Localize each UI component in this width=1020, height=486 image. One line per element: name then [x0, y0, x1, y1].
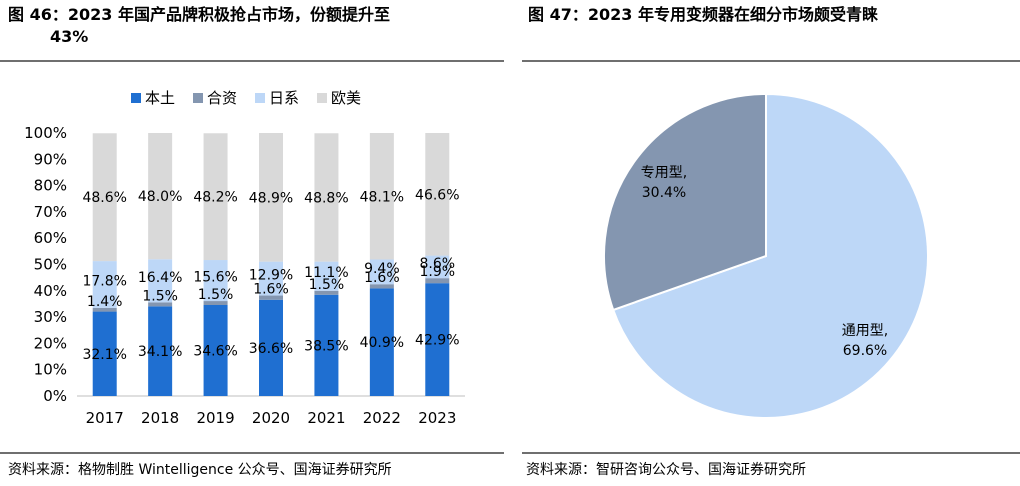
- legend-label: 本土: [145, 89, 175, 107]
- bar-segment-本土: [92, 311, 117, 396]
- data-label-日系: 15.6%: [193, 270, 237, 286]
- data-label-本土: 32.1%: [82, 347, 126, 363]
- bar-segment-本土: [259, 299, 283, 396]
- data-label-合资: 1.5%: [309, 277, 345, 293]
- x-tick-label: 2020: [252, 409, 290, 427]
- right-bottom-rule: [522, 452, 1020, 454]
- left-top-rule: [0, 60, 504, 62]
- left-figure-title-line1: 图 46：2023 年国产品牌积极抢占市场，份额提升至: [8, 5, 390, 24]
- bar-segment-本土: [203, 305, 228, 396]
- bar-segment-日系: [369, 259, 394, 285]
- y-tick-label: 90%: [34, 150, 67, 168]
- y-tick-label: 70%: [34, 203, 67, 221]
- data-label-本土: 34.1%: [138, 344, 182, 360]
- left-source-note: 资料来源：格物制胜 Wintelligence 公众号、国海证券研究所: [8, 462, 392, 478]
- pie-slice-专用型: [603, 92, 767, 312]
- right-source-note: 资料来源：智研咨询公众号、国海证券研究所: [526, 462, 806, 478]
- bar-segment-本土: [314, 294, 339, 396]
- data-label-本土: 40.9%: [360, 335, 404, 351]
- y-tick-label: 100%: [24, 124, 67, 142]
- bar-segment-合资: [425, 278, 450, 284]
- data-label-欧美: 48.9%: [249, 190, 293, 206]
- bar-segment-合资: [148, 302, 173, 307]
- x-tick-label: 2017: [86, 409, 124, 427]
- bar-segment-合资: [314, 290, 339, 295]
- bar-segment-欧美: [314, 133, 339, 262]
- data-label-合资: 1.5%: [198, 287, 234, 303]
- data-label-日系: 12.9%: [249, 268, 293, 284]
- data-label-合资: 1.6%: [364, 270, 400, 286]
- bar-segment-欧美: [425, 133, 450, 256]
- x-tick-label: 2023: [418, 409, 456, 427]
- data-label-日系: 17.8%: [82, 273, 126, 289]
- stacked-bar-chart: 0% 10% 20% 30% 40% 50% 60% 70% 80% 90% 100% 2017 201…: [24, 89, 465, 427]
- bar-segment-日系: [203, 260, 228, 302]
- legend-swatch-日系: [255, 93, 265, 103]
- bar-segment-本土: [148, 306, 173, 396]
- data-label-日系: 9.4%: [364, 261, 400, 277]
- data-label-欧美: 48.8%: [304, 190, 348, 206]
- bar-segment-日系: [92, 261, 117, 308]
- left-bottom-rule: [0, 452, 504, 454]
- bar-segment-合资: [259, 295, 283, 300]
- data-label-欧美: 48.6%: [82, 190, 126, 206]
- data-label-欧美: 46.6%: [415, 187, 459, 203]
- data-label-日系: 11.1%: [304, 265, 348, 281]
- y-tick-label: 0%: [43, 387, 67, 405]
- data-label-欧美: 48.0%: [138, 189, 182, 205]
- data-label-欧美: 48.2%: [193, 190, 237, 206]
- data-label-本土: 38.5%: [304, 338, 348, 354]
- legend-label: 欧美: [331, 89, 361, 107]
- bar-segment-合资: [203, 301, 228, 306]
- bar-segment-日系: [425, 255, 450, 279]
- right-top-rule: [522, 60, 1020, 62]
- pie-label-通用型: 通用型, 69.6%: [842, 323, 888, 359]
- legend-swatch-合资: [193, 93, 203, 103]
- x-tick-label: 2018: [141, 409, 179, 427]
- bar-segment-欧美: [92, 133, 117, 262]
- data-label-本土: 34.6%: [193, 344, 237, 360]
- bar-segment-合资: [369, 284, 394, 289]
- legend-label: 合资: [207, 89, 237, 107]
- legend-swatch-欧美: [317, 93, 327, 103]
- data-label-本土: 36.6%: [249, 341, 293, 357]
- bar-segment-欧美: [203, 133, 228, 261]
- y-tick-label: 40%: [34, 282, 67, 300]
- data-label-合资: 1.9%: [419, 264, 455, 280]
- data-label-本土: 42.9%: [415, 333, 459, 349]
- legend-label: 日系: [269, 89, 299, 107]
- data-label-欧美: 48.1%: [360, 189, 404, 205]
- data-label-合资: 1.6%: [253, 282, 289, 298]
- right-figure-title: 图 47：2023 年专用变频器在细分市场颇受青睐: [528, 5, 878, 24]
- bar-segment-欧美: [259, 133, 283, 262]
- left-figure-title: 图 46：2023 年国产品牌积极抢占市场，份额提升至 43%: [8, 4, 498, 48]
- x-tick-label: 2021: [307, 409, 345, 427]
- bar-segment-欧美: [148, 133, 173, 260]
- bar-segment-欧美: [369, 133, 394, 260]
- y-tick-label: 50%: [34, 256, 67, 274]
- y-tick-label: 60%: [34, 229, 67, 247]
- left-figure-title-line2: 43%: [50, 27, 89, 46]
- bar-segment-日系: [259, 261, 283, 296]
- legend-swatch-本土: [131, 93, 141, 103]
- data-label-日系: 16.4%: [138, 270, 182, 286]
- y-tick-label: 20%: [34, 334, 67, 352]
- y-tick-label: 80%: [34, 177, 67, 195]
- pie-label-专用型: 专用型, 30.4%: [641, 165, 687, 201]
- bar-segment-日系: [148, 259, 173, 303]
- x-tick-label: 2019: [196, 409, 234, 427]
- bar-segment-本土: [425, 283, 450, 396]
- pie-slice-通用型: [611, 92, 929, 419]
- data-label-日系: 8.6%: [419, 256, 455, 272]
- x-tick-label: 2022: [363, 409, 401, 427]
- data-label-合资: 1.4%: [87, 294, 123, 310]
- data-label-合资: 1.5%: [142, 288, 178, 304]
- bar-segment-日系: [314, 261, 339, 291]
- y-tick-label: 30%: [34, 308, 67, 326]
- bar-segment-本土: [369, 288, 394, 396]
- bar-segment-合资: [92, 307, 117, 312]
- pie-chart: 通用型, 69.6% 专用型, 30.4%: [603, 92, 929, 419]
- y-tick-label: 10%: [34, 361, 67, 379]
